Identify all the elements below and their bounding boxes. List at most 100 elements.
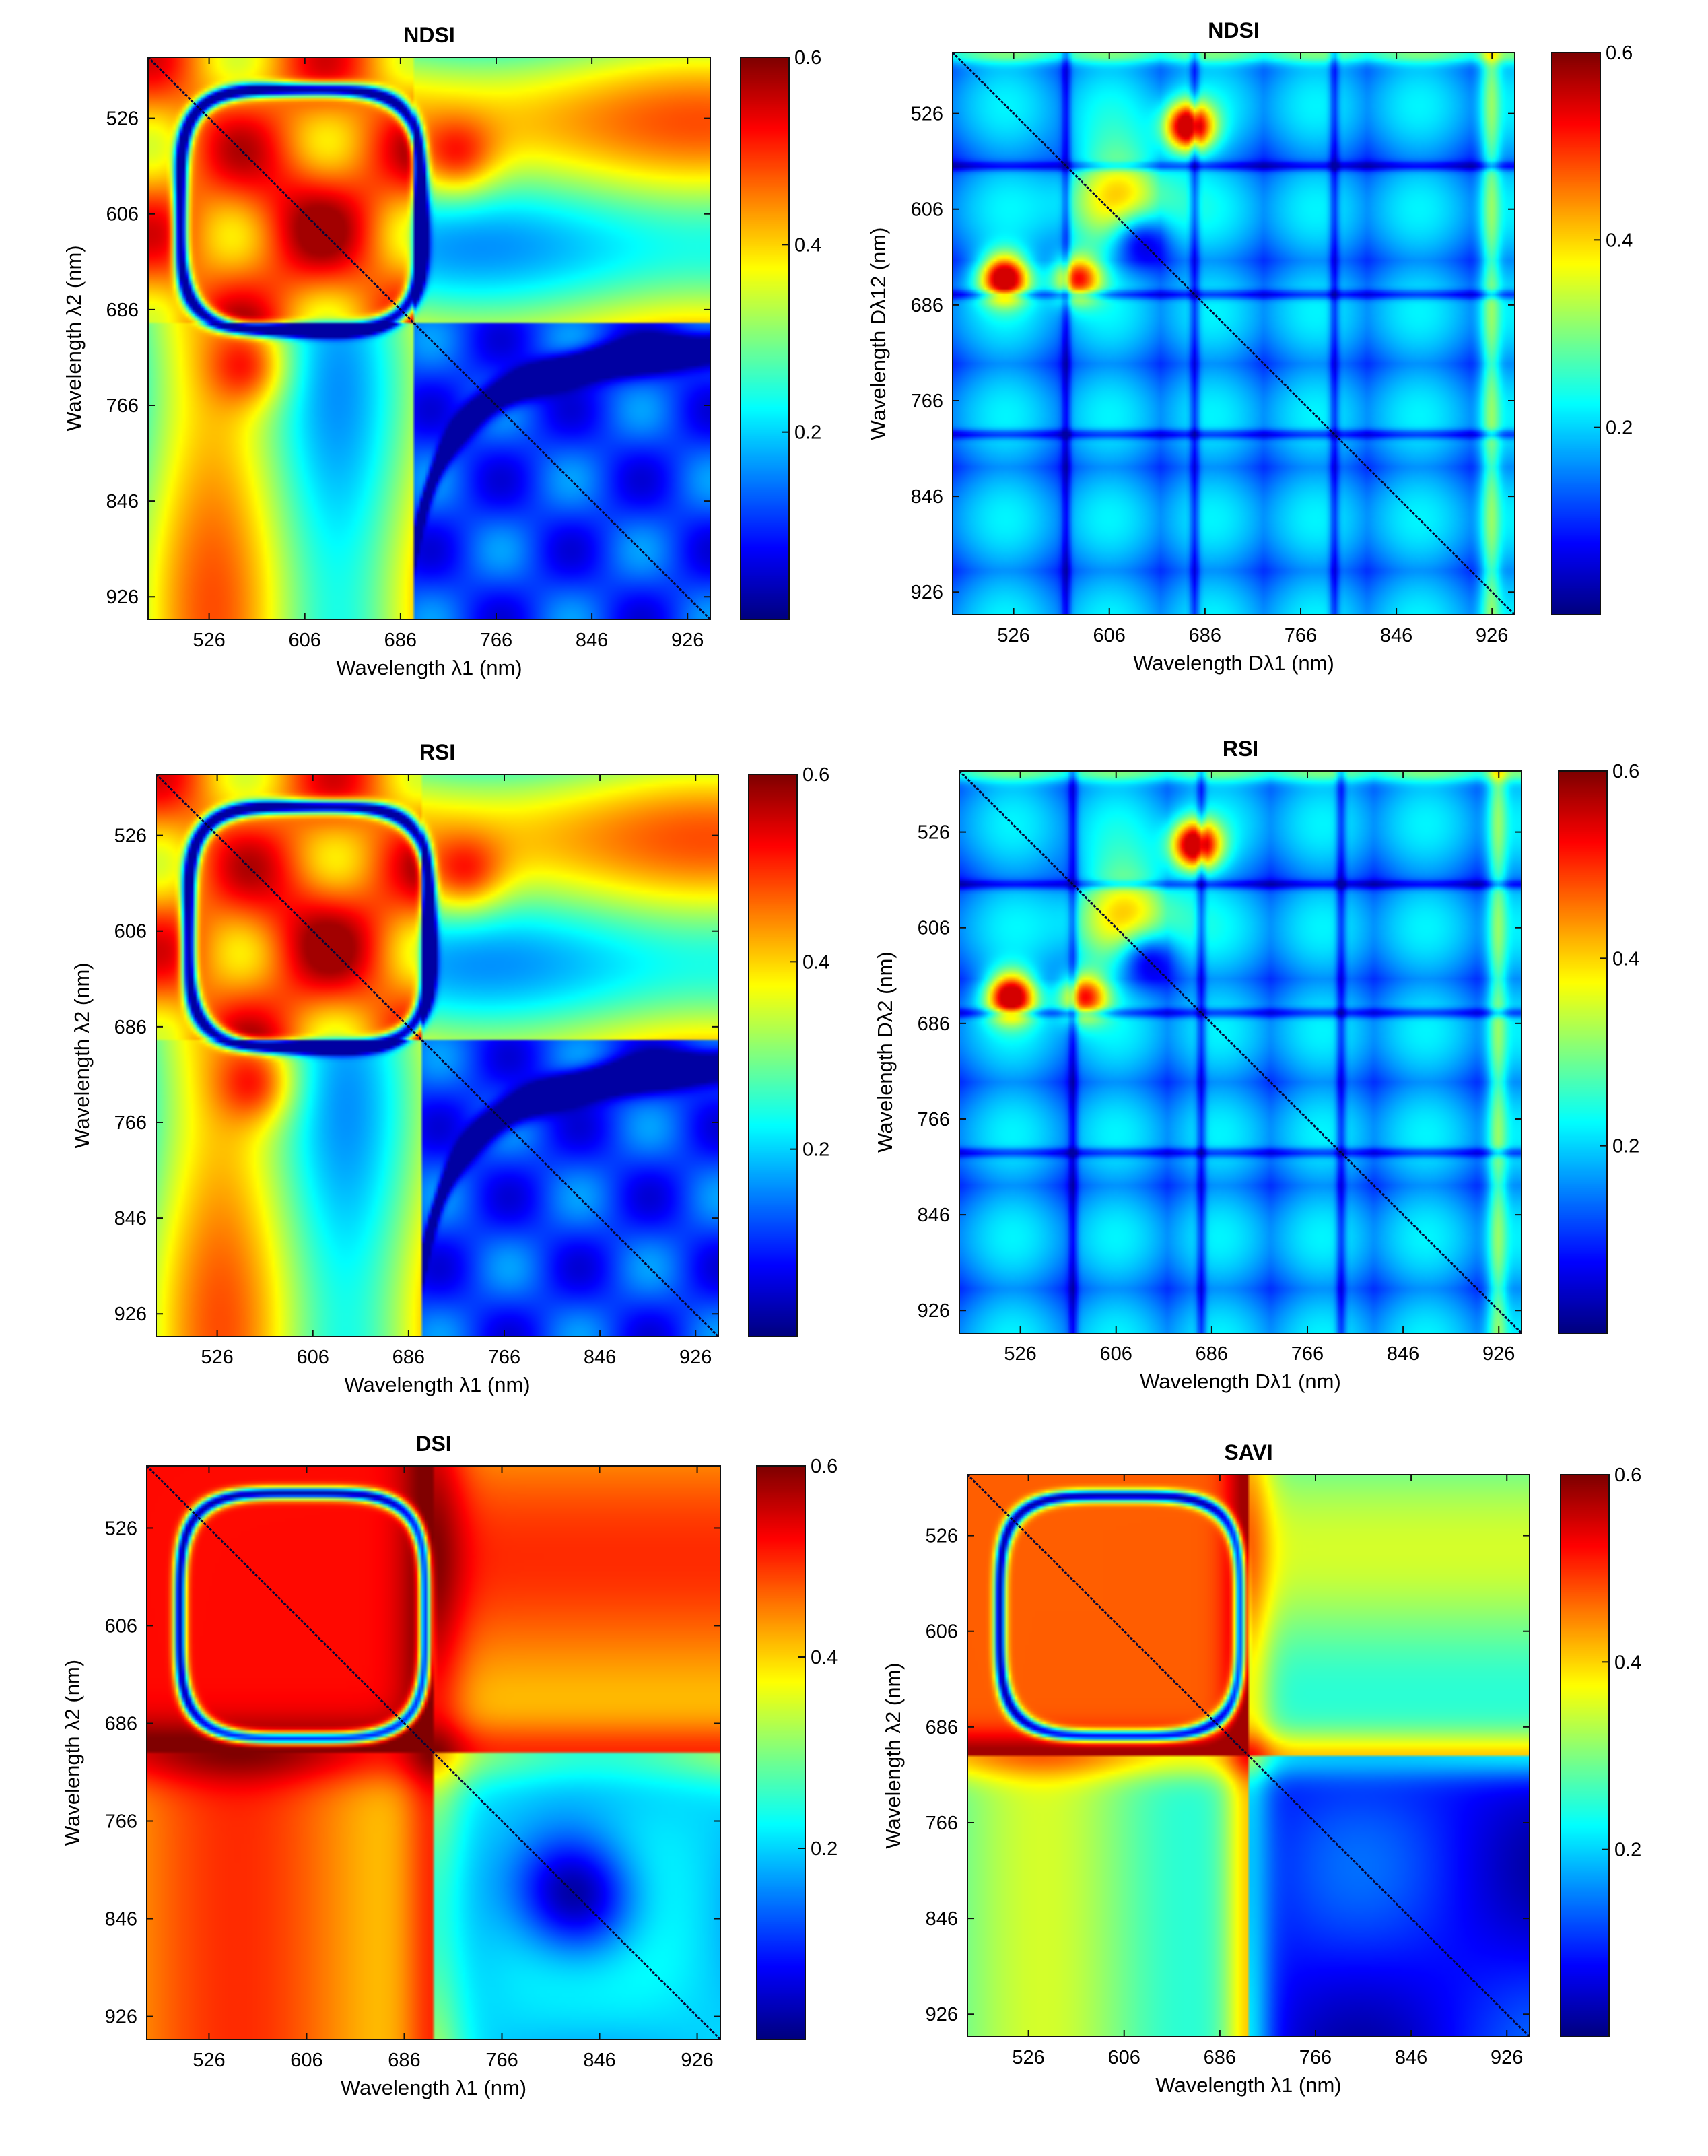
y-tick-label: 926 (918, 1300, 950, 1322)
x-tick-label: 766 (488, 1347, 520, 1368)
panel-title: RSI (419, 740, 455, 764)
y-tick-label: 526 (114, 826, 147, 847)
x-tick-label: 606 (290, 2050, 322, 2071)
y-tick-label: 766 (918, 1109, 950, 1131)
x-tick-label: 926 (681, 2050, 713, 2071)
axes-frame (959, 770, 1522, 1334)
diagonal-line (155, 773, 720, 1338)
colorbar-frame (1560, 1474, 1610, 2037)
x-tick-label: 686 (1189, 625, 1221, 646)
x-tick-label: 686 (1196, 1343, 1228, 1365)
colorbar-tick-label: 0.6 (802, 764, 829, 786)
y-tick-label: 526 (106, 108, 139, 130)
axes-frame (146, 1465, 721, 2040)
colorbar (1559, 771, 1607, 1333)
heatmap-panel: RSI 526 606 686 766 846 926 526 606 686 766 846 926 W… (873, 737, 1639, 1393)
x-tick-label: 766 (1291, 1343, 1324, 1365)
colorbar-tick-label: 0.2 (802, 1139, 829, 1161)
x-tick-label: 926 (671, 630, 704, 651)
colorbar-tick-label: 0.4 (1606, 230, 1633, 251)
x-tick-label: 606 (1100, 1343, 1132, 1365)
colorbar-tick-label: 0.2 (1612, 1136, 1639, 1157)
x-tick-label: 606 (1108, 2047, 1140, 2068)
y-tick-label: 526 (918, 822, 950, 844)
x-tick-label: 846 (1387, 1343, 1419, 1365)
y-tick-label: 926 (911, 582, 943, 603)
y-axis-label: Wavelength Dλ2 (nm) (873, 951, 897, 1153)
y-tick-label: 846 (106, 491, 139, 512)
y-axis-label: Wavelength λ2 (nm) (70, 962, 94, 1148)
x-tick-label: 766 (480, 630, 512, 651)
x-tick-label: 526 (1004, 1343, 1036, 1365)
y-tick-label: 686 (926, 1717, 958, 1739)
y-tick-label: 766 (926, 1813, 958, 1834)
y-axis-label: Wavelength λ2 (nm) (61, 1660, 84, 1846)
y-tick-label: 686 (105, 1713, 137, 1734)
diagonal-line (145, 1464, 722, 2041)
heatmap-panel: NDSI 526 606 686 766 846 926 526 606 686 766 846 926… (866, 18, 1633, 675)
y-tick-label: 846 (918, 1205, 950, 1226)
panel-title: DSI (415, 1431, 451, 1456)
x-tick-label: 526 (201, 1347, 233, 1368)
y-tick-label: 766 (114, 1112, 147, 1134)
colorbar-frame (1551, 52, 1601, 615)
x-axis-label: Wavelength λ1 (nm) (344, 1373, 530, 1396)
x-tick-label: 926 (1491, 2047, 1523, 2068)
y-axis-label: Wavelength λ2 (nm) (881, 1662, 905, 1848)
x-tick-label: 606 (297, 1347, 329, 1368)
y-tick-label: 526 (911, 104, 943, 125)
colorbar-frame (748, 774, 798, 1337)
colorbar-frame (740, 57, 790, 620)
x-tick-label: 846 (576, 630, 608, 651)
heatmap-panel: RSI 526 606 686 766 846 926 526 606 686 766 846 926 W… (70, 740, 829, 1396)
y-tick-label: 526 (926, 1526, 958, 1547)
x-tick-label: 766 (1285, 625, 1317, 646)
colorbar (749, 774, 797, 1337)
colorbar-tick-label: 0.4 (811, 1647, 838, 1669)
axes-frame (952, 52, 1515, 615)
y-axis-label: Wavelength λ2 (nm) (62, 245, 86, 431)
colorbar (757, 1466, 805, 2040)
x-tick-label: 686 (1204, 2047, 1236, 2068)
colorbar-tick-label: 0.4 (1612, 948, 1639, 970)
colorbar-tick-label: 0.2 (811, 1838, 838, 1860)
colorbar-tick-label: 0.4 (802, 951, 829, 973)
y-tick-label: 766 (911, 391, 943, 412)
y-axis-label: Wavelength Dλ12 (nm) (866, 228, 890, 440)
colorbar-frame (756, 1465, 806, 2040)
axes-frame (147, 57, 711, 620)
colorbar-tick-label: 0.6 (1614, 1464, 1641, 1486)
colorbar (1552, 53, 1600, 615)
y-tick-label: 686 (114, 1017, 147, 1038)
y-tick-label: 846 (114, 1208, 147, 1229)
diagonal-line (966, 1473, 1531, 2038)
x-axis-label: Wavelength λ1 (nm) (1155, 2073, 1341, 2097)
y-tick-label: 846 (105, 1909, 137, 1930)
x-tick-label: 846 (1380, 625, 1412, 646)
y-tick-label: 846 (926, 1908, 958, 1930)
x-tick-label: 846 (584, 1347, 616, 1368)
y-tick-label: 926 (106, 586, 139, 608)
x-tick-label: 526 (997, 625, 1029, 646)
diagonal-line (951, 51, 1516, 616)
colorbar-tick-label: 0.6 (1612, 761, 1639, 782)
x-axis-label: Wavelength Dλ1 (nm) (1133, 651, 1334, 675)
x-tick-label: 686 (384, 630, 417, 651)
colorbar-tick-label: 0.6 (811, 1456, 838, 1477)
colorbar (1561, 1475, 1609, 2037)
x-tick-label: 606 (1093, 625, 1126, 646)
y-tick-label: 686 (106, 300, 139, 321)
y-tick-label: 766 (105, 1811, 137, 1833)
axes-frame (156, 774, 719, 1337)
x-axis-label: Wavelength λ1 (nm) (336, 656, 522, 679)
x-tick-label: 846 (583, 2050, 615, 2071)
heatmap-panel: SAVI 526 606 686 766 846 926 526 606 686 766 846 926… (881, 1440, 1641, 2097)
y-tick-label: 926 (105, 2007, 137, 2028)
y-tick-label: 606 (918, 918, 950, 939)
x-tick-label: 606 (289, 630, 321, 651)
colorbar-tick-label: 0.6 (794, 47, 821, 69)
colorbar-tick-label: 0.6 (1606, 42, 1633, 64)
y-tick-label: 686 (911, 295, 943, 316)
x-tick-label: 526 (193, 630, 225, 651)
